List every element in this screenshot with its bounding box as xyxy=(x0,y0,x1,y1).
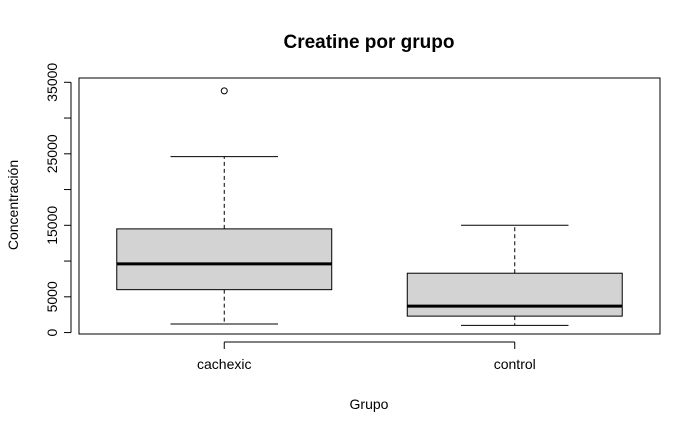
box-control xyxy=(406,224,623,326)
y-tick-label: 35000 xyxy=(44,63,60,102)
x-tick-label: control xyxy=(494,356,536,372)
x-axis-label: Grupo xyxy=(350,396,389,412)
iqr-box xyxy=(406,272,623,317)
y-tick-label: 5000 xyxy=(44,281,60,312)
plot-frame xyxy=(78,77,661,335)
box-series xyxy=(116,87,623,326)
chart-title: Creatine por grupo xyxy=(283,32,454,53)
box-cachexic xyxy=(116,87,333,325)
y-axis: 0 5000 15000 25000 35000 xyxy=(44,63,72,336)
y-tick-label: 25000 xyxy=(44,134,60,173)
y-tick-label: 0 xyxy=(44,328,60,336)
outlier-point xyxy=(220,87,228,95)
iqr-box xyxy=(116,228,333,291)
x-tick-label: cachexic xyxy=(197,356,251,372)
y-axis-label: Concentración xyxy=(5,160,21,250)
x-axis: cachexic control xyxy=(197,341,536,372)
y-tick-label: 15000 xyxy=(44,206,60,245)
